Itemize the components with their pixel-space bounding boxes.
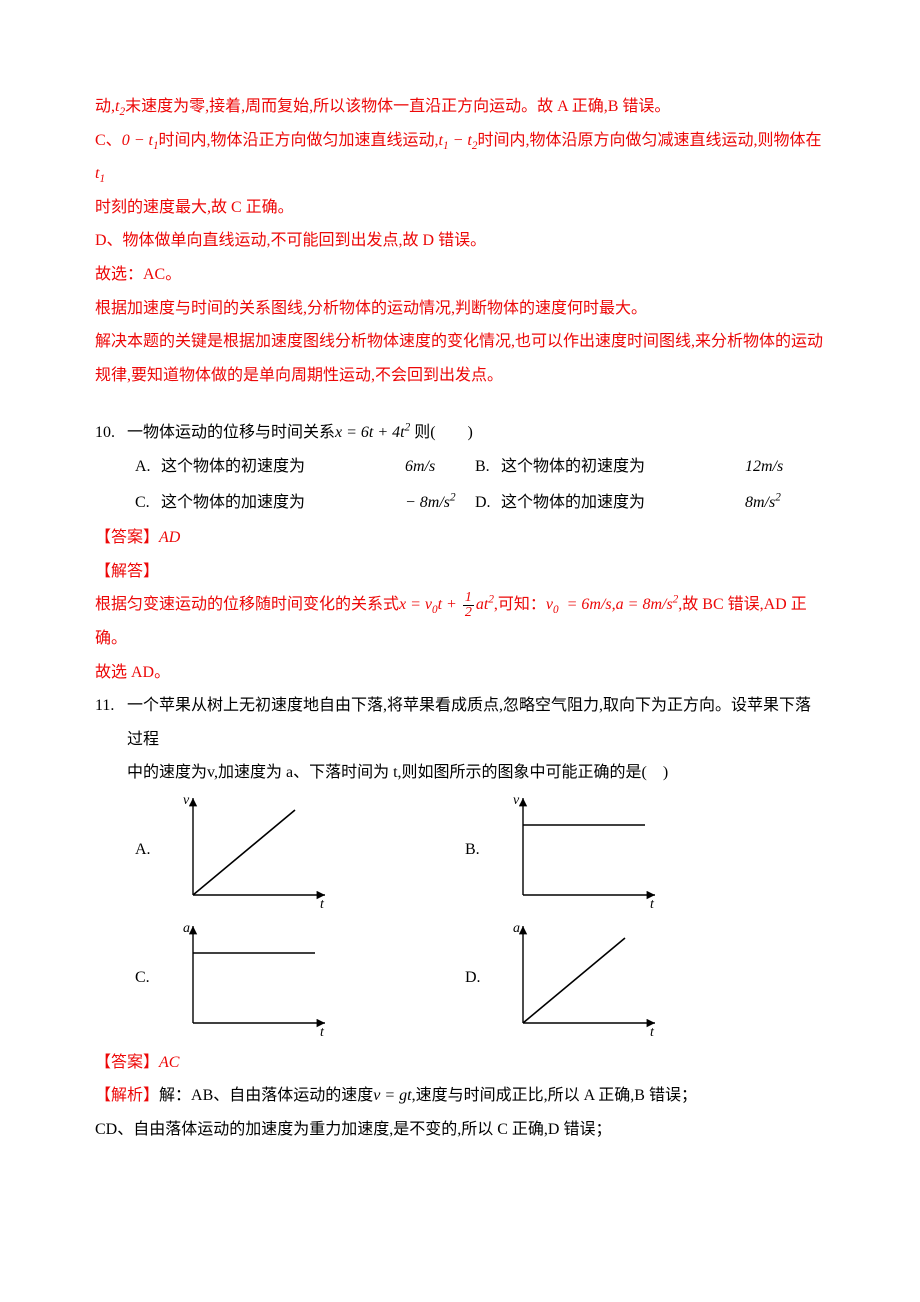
solution-line: 根据匀变速运动的位移随时间变化的关系式x = v0t + 12at2,可知：v0… <box>95 588 825 655</box>
explain-line: 规律,要知道物体做的是单向周期性运动,不会回到出发点。 <box>95 359 825 393</box>
solution-line: 故选 AD。 <box>95 656 825 690</box>
y-axis-label: v <box>183 793 190 808</box>
option-text: 这个物体的加速度为 <box>161 486 395 520</box>
question-11: 11. 一个苹果从树上无初速度地自由下落,将苹果看成质点,忽略空气阻力,取向下为… <box>95 689 825 1147</box>
stem-text: 一个苹果从树上无初速度地自由下落,将苹果看成质点,忽略空气阻力,取向下为正方向。… <box>127 689 825 790</box>
x-axis-label: t <box>320 897 325 910</box>
text: 末速度为零,接着,周而复始,所以该物体一直沿正方向运动。故 A 正确,B 错误。 <box>125 98 670 115</box>
explain-line: 根据加速度与时间的关系图线,分析物体的运动情况,判断物体的速度何时最大。 <box>95 292 825 326</box>
graph-row-1: A. v t B. v t <box>135 790 825 910</box>
option-d: D. 这个物体的加速度为 8m/s2 <box>475 486 815 520</box>
option-value: − 8m/s2 <box>405 486 475 520</box>
text: ,可知： <box>494 596 546 613</box>
text: 一物体运动的位移与时间关系 <box>127 424 335 441</box>
option-label: C. <box>135 486 161 520</box>
x-axis-label: t <box>650 1025 655 1038</box>
solution-line: 【解析】解：AB、自由落体运动的速度v = gt,速度与时间成正比,所以 A 正… <box>95 1079 825 1113</box>
graph-a: v t <box>165 790 465 910</box>
graph-b: v t <box>495 790 795 910</box>
graph-label-d: D. <box>465 961 495 995</box>
solution-line: CD、自由落体运动的加速度为重力加速度,是不变的,所以 C 正确,D 错误； <box>95 1113 825 1147</box>
option-value: 6m/s <box>405 450 475 484</box>
answer-line: 【答案】AD <box>95 521 825 555</box>
text: 中的速度为v,加速度为 a、下落时间为 t,则如图所示的图象中可能正确的是( ) <box>127 756 825 790</box>
text: 则( ) <box>410 424 473 441</box>
text: 解：AB、自由落体运动的速度 <box>159 1087 373 1104</box>
text: 时间内,物体沿正方向做匀加速直线运动, <box>159 132 439 149</box>
option-text: 这个物体的初速度为 <box>161 450 395 484</box>
graph-label-a: A. <box>135 833 165 867</box>
frac-den: 2 <box>463 605 474 620</box>
option-text: 这个物体的初速度为 <box>501 450 735 484</box>
graph-label-c: C. <box>135 961 165 995</box>
x-axis-label: t <box>650 897 655 910</box>
stem-row: 11. 一个苹果从树上无初速度地自由下落,将苹果看成质点,忽略空气阻力,取向下为… <box>95 689 825 790</box>
y-axis-label: a <box>183 921 190 936</box>
frac-num: 1 <box>463 591 474 605</box>
option-label: A. <box>135 450 161 484</box>
graph-label-b: B. <box>465 833 495 867</box>
question-number: 11. <box>95 689 127 723</box>
option-c: C. 这个物体的加速度为 − 8m/s2 <box>135 486 475 520</box>
graph-row-2: C. a t D. a t <box>135 918 825 1038</box>
option-text: 这个物体的加速度为 <box>501 486 735 520</box>
question-10: 10. 一物体运动的位移与时间关系x = 6t + 4t2 则( ) A. 这个… <box>95 416 825 689</box>
option-value: 8m/s2 <box>745 486 815 520</box>
text: 一个苹果从树上无初速度地自由下落,将苹果看成质点,忽略空气阻力,取向下为正方向。… <box>127 689 825 756</box>
stem-row: 10. 一物体运动的位移与时间关系x = 6t + 4t2 则( ) <box>95 416 825 450</box>
jieda-label: 【解答】 <box>95 555 825 589</box>
explain-line: 动,t2末速度为零,接着,周而复始,所以该物体一直沿正方向运动。故 A 正确,B… <box>95 90 825 124</box>
y-axis-label: v <box>513 793 520 808</box>
text: ,速度与时间成正比,所以 A 正确,B 错误； <box>412 1087 697 1104</box>
text: 根据匀变速运动的位移随时间变化的关系式 <box>95 596 399 613</box>
options: A. 这个物体的初速度为 6m/s B. 这个物体的初速度为 12m/s C. … <box>135 450 825 521</box>
option-a: A. 这个物体的初速度为 6m/s <box>135 450 475 484</box>
x-axis-label: t <box>320 1025 325 1038</box>
answer-label: 【答案】 <box>95 1054 159 1071</box>
option-label: D. <box>475 486 501 520</box>
option-value: 12m/s <box>745 450 815 484</box>
explain-line: D、物体做单向直线运动,不可能回到出发点,故 D 错误。 <box>95 224 825 258</box>
option-label: B. <box>475 450 501 484</box>
text: 时间内,物体沿原方向做匀减速直线运动,则物体在 <box>477 132 821 149</box>
answer-label: 【答案】 <box>95 529 159 546</box>
explain-line: 解决本题的关键是根据加速度图线分析物体速度的变化情况,也可以作出速度时间图线,来… <box>95 325 825 359</box>
q9-explanation: 动,t2末速度为零,接着,周而复始,所以该物体一直沿正方向运动。故 A 正确,B… <box>95 90 825 392</box>
text: C、 <box>95 132 122 149</box>
answer-line: 【答案】AC <box>95 1046 825 1080</box>
answer-value: AC <box>159 1054 179 1071</box>
stem-text: 一物体运动的位移与时间关系x = 6t + 4t2 则( ) <box>127 416 473 450</box>
text: 动, <box>95 98 115 115</box>
explain-line: 时刻的速度最大,故 C 正确。 <box>95 191 825 225</box>
graph-d: a t <box>495 918 795 1038</box>
jiexi-label: 【解析】 <box>95 1087 159 1104</box>
y-axis-label: a <box>513 921 520 936</box>
graph-c: a t <box>165 918 465 1038</box>
option-b: B. 这个物体的初速度为 12m/s <box>475 450 815 484</box>
explain-line: 故选：AC。 <box>95 258 825 292</box>
explain-line: C、0 − t1时间内,物体沿正方向做匀加速直线运动,t1 − t2时间内,物体… <box>95 124 825 191</box>
question-number: 10. <box>95 416 127 450</box>
document-page: 动, t 2 末速度为零,接着,周而复始,所以该物体一直沿正方向运动。故 A 正确,B… <box>0 0 920 1207</box>
answer-value: AD <box>159 529 180 546</box>
